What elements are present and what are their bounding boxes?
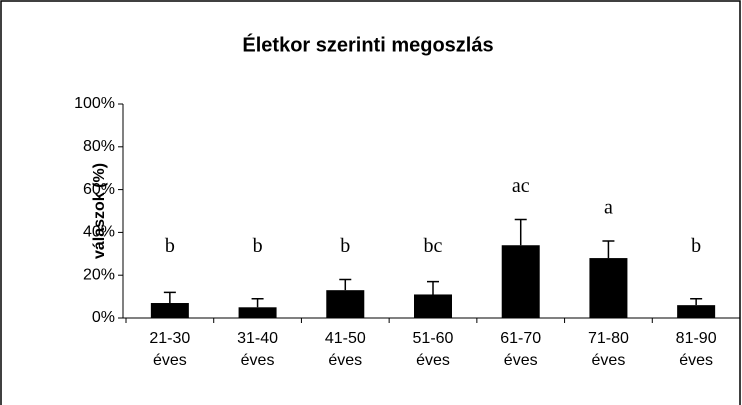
annotation: a <box>604 197 613 219</box>
y-tick-label: 20% <box>83 266 115 283</box>
error-bar <box>339 278 352 291</box>
annotation: b <box>165 235 175 257</box>
y-axis-label: válaszok (%) <box>91 163 108 259</box>
bar <box>677 305 716 318</box>
y-tick-label: 80% <box>83 138 115 155</box>
y-tick-label: 0% <box>92 309 115 326</box>
error-bar <box>427 280 439 295</box>
error-bar <box>251 297 264 308</box>
y-tick-label: 60% <box>83 181 115 198</box>
y-tick-label: 100% <box>74 95 115 112</box>
error-bar <box>690 297 703 306</box>
bar <box>150 303 189 318</box>
x-tick-label: 81-90 éves <box>675 330 717 369</box>
x-tick-label: 21-30 éves <box>149 330 191 369</box>
annotation: bc <box>424 235 443 257</box>
y-tick-label: 40% <box>83 224 115 241</box>
annotation: b <box>340 235 350 257</box>
annotation: b <box>253 235 263 257</box>
x-tick-label: 61-70 éves <box>500 330 542 369</box>
annotation: b <box>691 235 701 257</box>
chart-title: Életkor szerinti megoszlás <box>242 33 493 56</box>
error-bar <box>602 240 615 259</box>
x-tick-label: 51-60 éves <box>412 330 454 369</box>
annotation: ac <box>512 175 530 197</box>
bar <box>589 258 628 318</box>
x-tick-label: 41-50 éves <box>324 330 366 369</box>
bar <box>501 245 540 318</box>
error-bar <box>514 218 527 246</box>
x-tick-label: 31-40 éves <box>237 330 279 369</box>
bar <box>326 290 365 318</box>
bar <box>414 294 452 318</box>
x-tick-label: 71-80 éves <box>587 330 629 369</box>
error-bar <box>163 291 176 304</box>
bar <box>238 307 277 318</box>
